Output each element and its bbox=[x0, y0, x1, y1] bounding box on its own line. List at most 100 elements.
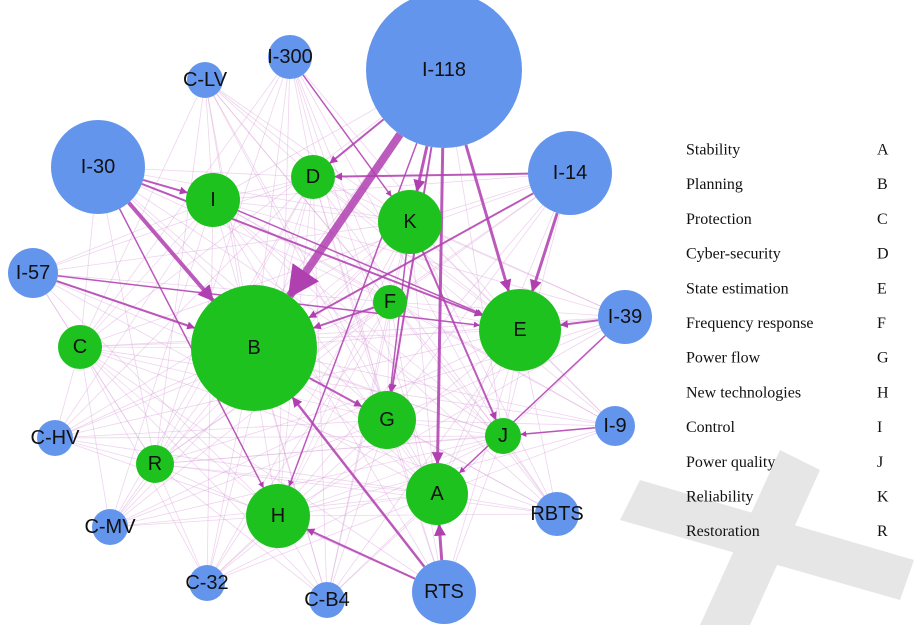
node bbox=[406, 463, 468, 525]
edge bbox=[79, 346, 279, 517]
watermark bbox=[620, 450, 914, 625]
legend-topic: Power quality bbox=[686, 454, 775, 471]
edge bbox=[204, 79, 504, 437]
node-label: RTS bbox=[424, 581, 464, 603]
edge bbox=[326, 301, 391, 601]
node-label: A bbox=[430, 483, 444, 505]
nodes: I-118 I-300 C-LV I-30 I-14 I-57 I-39 C-HV I-9 RBT… bbox=[8, 0, 652, 624]
edge bbox=[204, 79, 521, 331]
edge bbox=[386, 419, 558, 515]
edge bbox=[312, 176, 626, 318]
edge bbox=[443, 329, 521, 593]
edge bbox=[277, 435, 504, 517]
legend-letter: C bbox=[877, 211, 888, 228]
legend-topic: State estimation bbox=[686, 280, 789, 297]
edge bbox=[409, 221, 558, 515]
edge bbox=[459, 334, 606, 474]
node-label: H bbox=[271, 505, 285, 527]
edge bbox=[32, 221, 411, 274]
edge bbox=[277, 221, 411, 517]
node bbox=[373, 285, 407, 319]
node bbox=[187, 62, 223, 98]
node bbox=[268, 35, 312, 79]
edge bbox=[312, 176, 388, 421]
node-label: I-300 bbox=[267, 46, 313, 68]
edge bbox=[79, 346, 445, 593]
node bbox=[479, 289, 561, 371]
edge bbox=[79, 346, 616, 427]
edge bbox=[32, 272, 279, 517]
legend-letter: R bbox=[877, 523, 888, 540]
edge bbox=[204, 79, 314, 178]
edge bbox=[289, 56, 388, 421]
edge bbox=[154, 463, 558, 515]
edge bbox=[277, 172, 571, 517]
node-label: I bbox=[210, 189, 216, 211]
edge bbox=[312, 176, 558, 515]
edge bbox=[530, 212, 559, 293]
node-label: J bbox=[498, 425, 508, 447]
legend-topic: Restoration bbox=[686, 523, 760, 540]
legend-topic: Protection bbox=[686, 211, 752, 228]
edge bbox=[142, 179, 188, 195]
legend-letter: K bbox=[877, 489, 889, 506]
edge bbox=[212, 199, 411, 223]
edge bbox=[308, 192, 534, 319]
legend-topic: Planning bbox=[686, 176, 743, 193]
edge bbox=[286, 132, 404, 299]
edge bbox=[97, 166, 504, 437]
node bbox=[8, 248, 58, 298]
edge bbox=[212, 56, 291, 201]
node bbox=[535, 492, 579, 536]
legend-letter: H bbox=[877, 384, 889, 401]
edge bbox=[79, 56, 291, 348]
legend: Stability A Planning B Protection C Cyber-secu… bbox=[686, 142, 889, 541]
edge bbox=[277, 301, 391, 517]
edge bbox=[206, 435, 504, 584]
edge bbox=[154, 79, 206, 465]
node-label: I-14 bbox=[553, 162, 587, 184]
legend-letter: G bbox=[877, 350, 889, 367]
node bbox=[246, 484, 310, 548]
node bbox=[51, 120, 145, 214]
node bbox=[58, 325, 102, 369]
node-label: R bbox=[148, 453, 162, 475]
edge bbox=[79, 346, 156, 465]
edge bbox=[54, 437, 438, 495]
legend-letter: J bbox=[877, 454, 883, 471]
legend-topic: Frequency response bbox=[686, 315, 814, 332]
edge bbox=[312, 176, 521, 331]
edge bbox=[312, 176, 616, 427]
edge bbox=[109, 329, 521, 528]
edge bbox=[520, 427, 596, 437]
edge bbox=[204, 79, 388, 421]
node bbox=[378, 190, 442, 254]
legend-letter: D bbox=[877, 246, 889, 263]
node bbox=[485, 418, 521, 454]
edge bbox=[277, 316, 626, 517]
edge bbox=[212, 199, 558, 515]
edge bbox=[154, 56, 291, 465]
node-label: I-57 bbox=[16, 262, 50, 284]
legend-letter: B bbox=[877, 176, 888, 193]
node bbox=[412, 560, 476, 624]
node bbox=[598, 290, 652, 344]
edge bbox=[334, 172, 529, 181]
node-label: I-39 bbox=[608, 306, 642, 328]
edge bbox=[154, 463, 328, 601]
edge bbox=[302, 74, 392, 197]
edge bbox=[312, 176, 445, 593]
edge bbox=[312, 176, 328, 601]
node-label: B bbox=[247, 337, 260, 359]
edge bbox=[97, 166, 411, 223]
edge bbox=[79, 346, 111, 528]
node-label: G bbox=[379, 409, 395, 431]
edge bbox=[312, 306, 375, 330]
edge bbox=[413, 145, 429, 192]
node bbox=[191, 285, 317, 411]
legend-topic: Control bbox=[686, 419, 735, 436]
edge bbox=[154, 172, 571, 465]
node-label: E bbox=[513, 319, 526, 341]
legend-letter: A bbox=[877, 142, 889, 159]
